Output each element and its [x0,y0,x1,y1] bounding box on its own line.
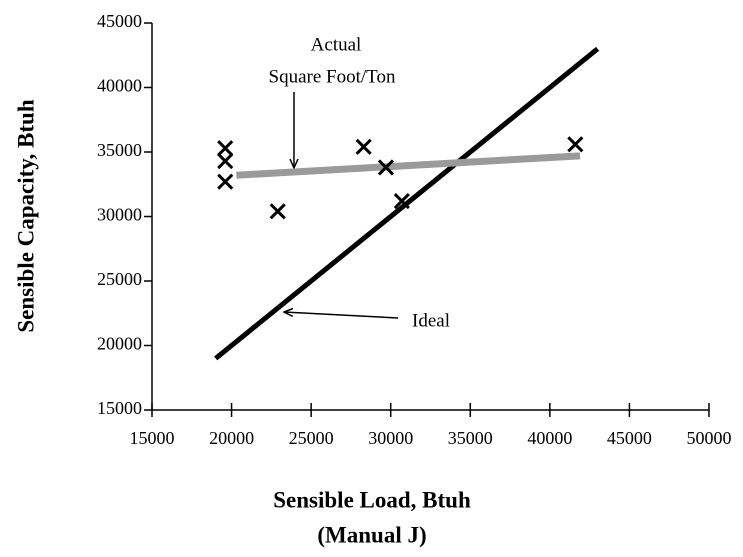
x-tick-label: 40000 [527,428,572,448]
x-tick-label: 25000 [289,428,334,448]
point [217,173,234,190]
point [355,138,372,155]
y-tick-label: 35000 [97,140,142,160]
point [567,136,584,153]
x-tick-label: 35000 [448,428,493,448]
annotation: Ideal [412,310,450,331]
annotation: Square Foot/Ton [269,66,396,87]
annotation-arrow [284,312,399,319]
point [377,159,395,176]
y-tick-label: 15000 [97,398,142,418]
x-tick-label: 30000 [368,428,413,448]
y-tick-label: 25000 [97,269,142,289]
point [217,140,234,157]
y-axis-title: Sensible Capacity, Btuh [13,99,38,332]
point [269,203,286,220]
point [393,192,410,210]
annotation: Actual [311,34,362,55]
line [214,46,600,361]
point [217,152,234,170]
y-tick-label: 20000 [97,334,142,354]
x-axis-subtitle: (Manual J) [317,522,426,547]
x-tick-label: 50000 [687,428,732,448]
x-tick-label: 45000 [607,428,652,448]
x-axis-title: Sensible Load, Btuh [273,487,471,512]
line [236,152,581,179]
x-tick-label: 15000 [130,428,175,448]
x-tick-label: 20000 [209,428,254,448]
y-tick-label: 45000 [97,11,142,31]
y-tick-label: 30000 [97,205,142,225]
y-tick-label: 40000 [97,76,142,96]
